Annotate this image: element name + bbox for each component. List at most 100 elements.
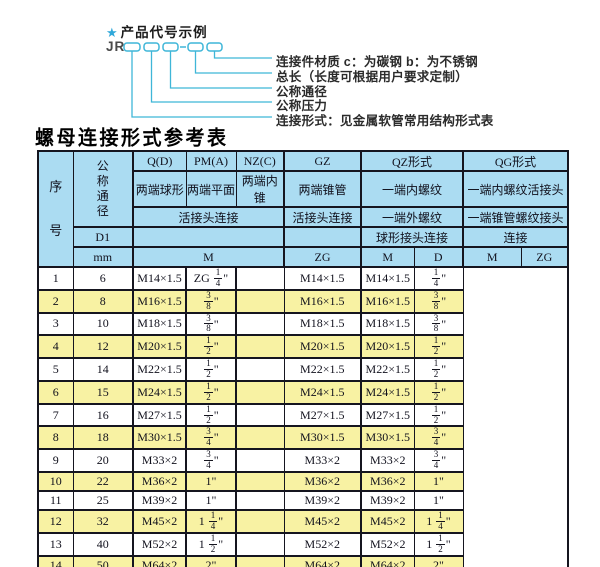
header-m1: M (132, 246, 285, 268)
cell-qg-m: M64×2 (360, 554, 415, 567)
header-m3: M (462, 246, 522, 268)
cell-m-thread: M36×2 (132, 471, 187, 493)
header-qz-desc1: 一端内螺纹 (360, 170, 464, 208)
header-qg-desc2: 一端锥管螺纹接头 (462, 206, 569, 228)
cell-qg-zg: 1/2" (413, 379, 464, 405)
cell-qg-zg: 3/4" (413, 425, 464, 451)
cell-qz-m (235, 425, 285, 451)
header-q: Q(D) (132, 150, 187, 172)
header-row: D1 球形接头连接 连接 (38, 226, 569, 248)
cell-qg-zg: 1" (413, 490, 464, 512)
cell-qz-d: M20×1.5 (283, 334, 362, 360)
cell-qz-d: M27×1.5 (283, 402, 362, 428)
cell-qg-zg: 3/4" (413, 448, 464, 474)
cell-qz-d: M64×2 (283, 554, 362, 567)
cell-qg-zg: 3/8" (413, 288, 464, 314)
header-nz: NZ(C) (235, 150, 285, 172)
code-digit-box (206, 42, 223, 52)
header-empty (283, 226, 362, 248)
cell-qg-m: M24×1.5 (360, 379, 415, 405)
cell-qg-zg: 3/8" (413, 311, 464, 337)
cell-m-thread: M39×2 (132, 490, 187, 512)
leader-line-diameter (169, 51, 272, 89)
cell-qz-d: M52×2 (283, 531, 362, 557)
label-nominal-pressure: 公称压力 (276, 99, 328, 113)
table-row: 11 25 M39×2 1" M39×2 M39×2 1" (37, 490, 568, 512)
cell-qz-d: M33×2 (283, 448, 362, 474)
cell-gz-size: 1/2" (185, 357, 237, 382)
cell-diameter: 22 (72, 471, 134, 493)
header-zg1: ZG (283, 246, 362, 268)
diagram-heading-text: 产品代号示例 (120, 25, 208, 40)
cell-diameter: 20 (72, 448, 134, 474)
cell-diameter: 40 (72, 531, 134, 557)
table-title: 螺母连接形式参考表 (35, 126, 229, 150)
cell-diameter: 10 (72, 311, 134, 337)
table-row: 10 22 M36×2 1" M36×2 M36×2 1" (37, 471, 568, 493)
cell-serial: 7 (37, 402, 74, 428)
cell-qg-m: M16×1.5 (360, 288, 415, 314)
cell-qg-zg: 1/2" (413, 357, 464, 382)
cell-qg-m: M20×1.5 (360, 334, 415, 360)
header-qz-desc3: 球形接头连接 (360, 226, 464, 248)
header-row: mm M ZG M D M ZG (38, 246, 569, 268)
cell-qz-m (235, 490, 285, 512)
header-pm-desc: 两端平面 (185, 170, 237, 208)
cell-qz-d: M30×1.5 (283, 425, 362, 451)
label-connection-form: 连接形式：见金属软管常用结构形式表 (276, 114, 494, 128)
cell-qg-zg: 1/4" (413, 266, 464, 291)
cell-qg-m: M33×2 (360, 448, 415, 474)
cell-gz-size: 1" (185, 471, 237, 493)
cell-diameter: 18 (72, 425, 134, 451)
cell-qz-m (235, 402, 285, 428)
cell-gz-size: 1/2" (185, 402, 237, 428)
cell-diameter: 32 (72, 509, 134, 534)
cell-gz-size: 3/8" (185, 311, 237, 337)
header-mm: mm (72, 246, 134, 268)
header-row: 序号 公称通径 Q(D) PM(A) NZ(C) GZ QZ形式 QG形式 (37, 150, 569, 268)
cell-qz-m (235, 334, 285, 360)
cell-qz-m (235, 311, 285, 337)
cell-m-thread: M30×1.5 (132, 425, 187, 451)
cell-serial: 14 (37, 554, 74, 567)
cell-diameter: 50 (72, 554, 134, 567)
header-gz: GZ (283, 150, 362, 172)
header-qg-desc1: 一端内螺纹活接头 (462, 170, 569, 208)
cell-qz-d: M14×1.5 (283, 266, 362, 291)
cell-m-thread: M14×1.5 (132, 266, 187, 291)
code-digit-box (143, 42, 160, 52)
cell-qz-d: M36×2 (283, 471, 362, 493)
code-prefix: JR (106, 39, 126, 54)
cell-qz-m (235, 554, 285, 567)
header-gz-desc: 两端锥管 (283, 170, 362, 208)
header-nz-desc: 两端内锥 (235, 170, 285, 208)
cell-serial: 2 (37, 288, 74, 314)
cell-qg-m: M36×2 (360, 471, 415, 493)
cell-qz-d: M18×1.5 (283, 311, 362, 337)
leader-line-length (194, 51, 272, 74)
header-row: 活接头连接 活接头连接 一端外螺纹 一端锥管螺纹接头 (38, 206, 569, 228)
cell-gz-size: 3/4" (185, 448, 237, 474)
header-empty (132, 226, 285, 248)
header-zg2: ZG (520, 246, 569, 268)
cell-diameter: 12 (72, 334, 134, 360)
leader-line-pressure (150, 51, 272, 103)
nut-connection-table: 序号 公称通径 Q(D) PM(A) NZ(C) GZ QZ形式 QG形式 两端… (37, 150, 569, 567)
cell-qg-m: M45×2 (360, 509, 415, 534)
cell-serial: 3 (37, 311, 74, 337)
star-icon: ★ (106, 25, 119, 40)
cell-m-thread: M20×1.5 (132, 334, 187, 360)
cell-qz-d: M24×1.5 (283, 379, 362, 405)
cell-qz-m (235, 448, 285, 474)
cell-qz-m (235, 379, 285, 405)
cell-qg-zg: 1/2" (413, 334, 464, 360)
cell-qg-zg: 1 1/2" (413, 531, 464, 557)
cell-m-thread: M52×2 (132, 531, 187, 557)
cell-serial: 13 (37, 531, 74, 557)
code-digit-box (123, 42, 141, 52)
